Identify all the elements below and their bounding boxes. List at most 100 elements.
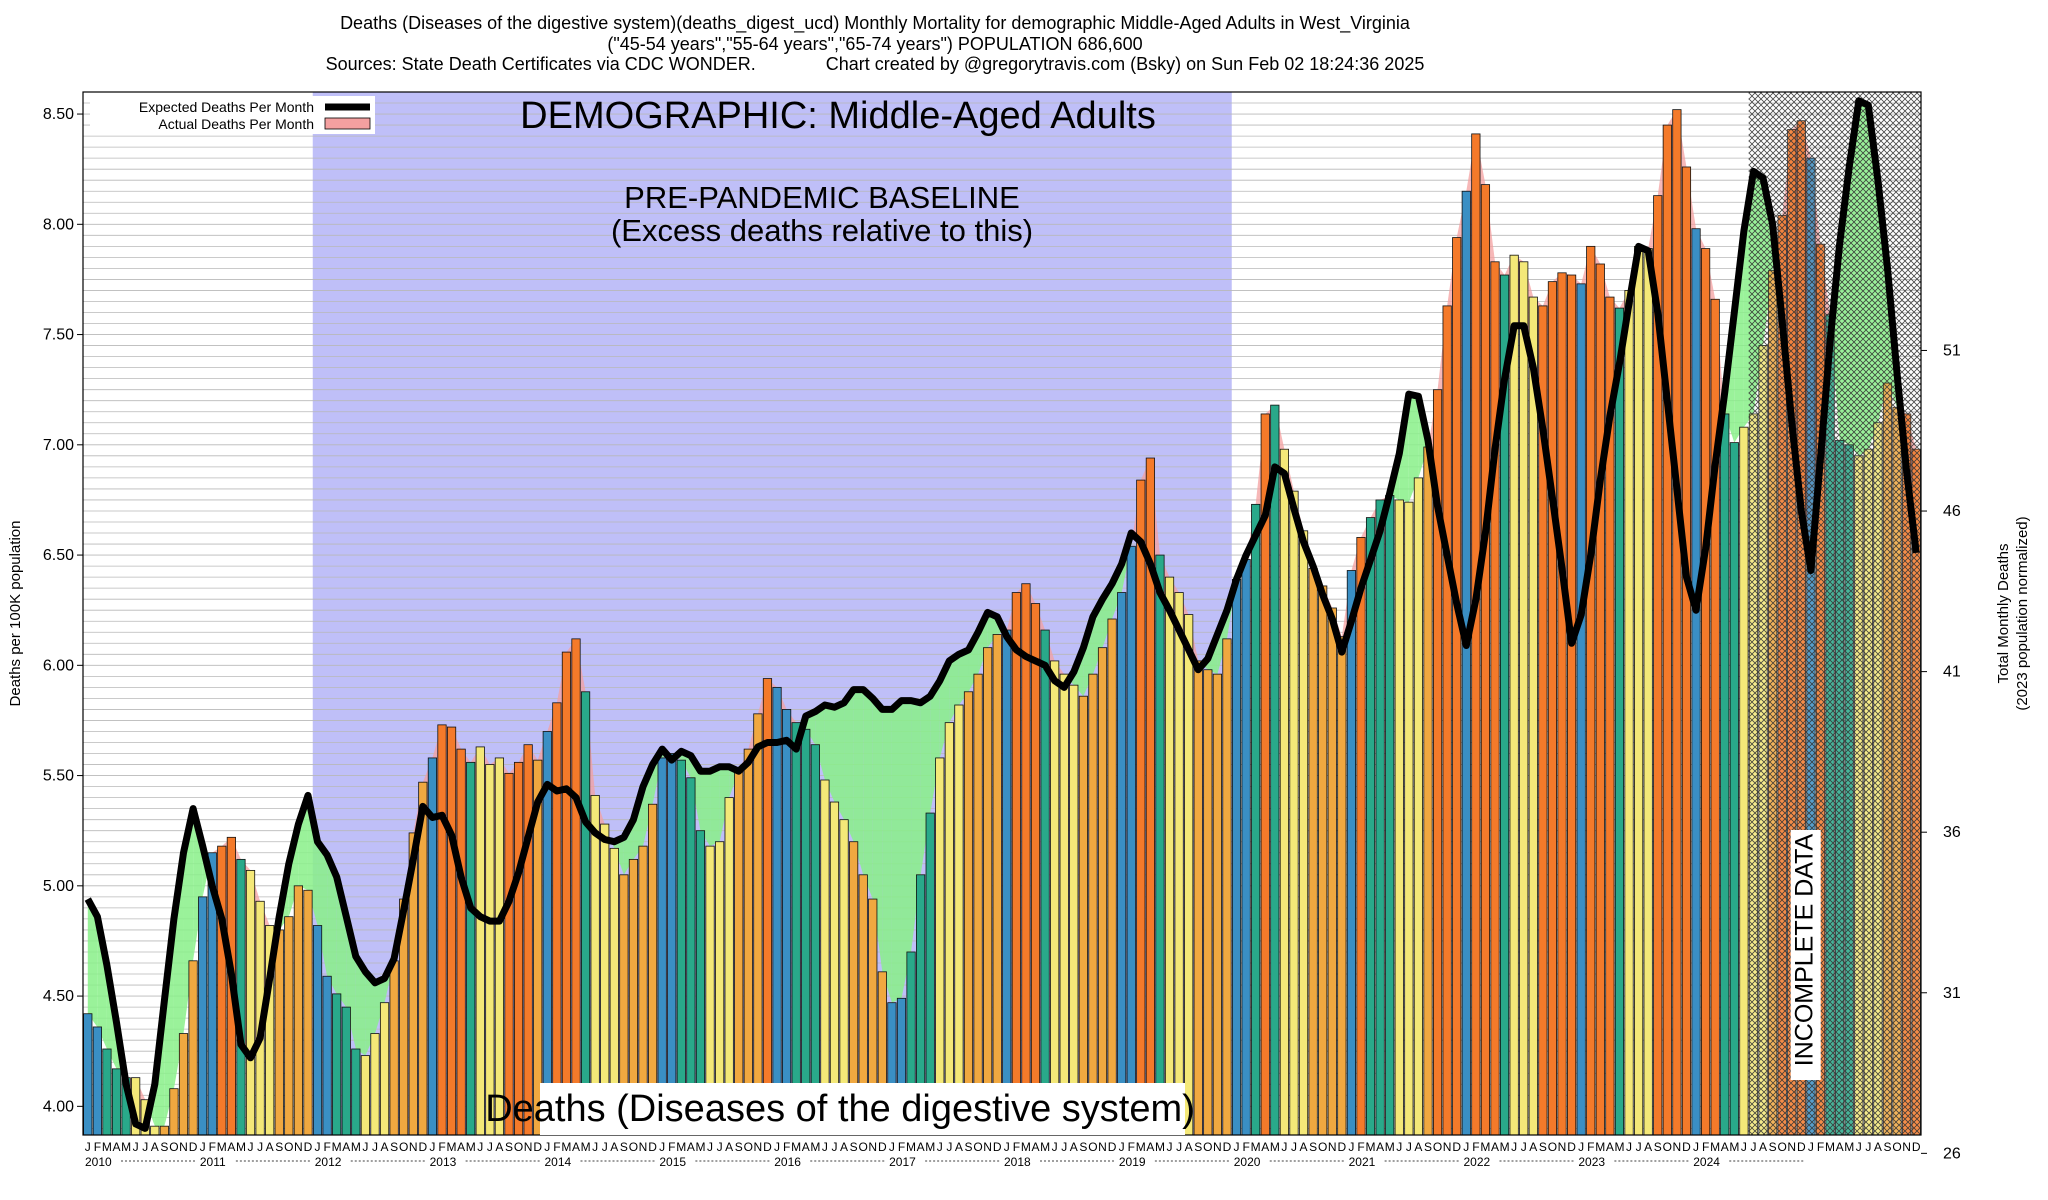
xtick-month: M bbox=[906, 1140, 916, 1154]
bar bbox=[1576, 283, 1586, 1136]
deficit-area bbox=[844, 689, 854, 842]
xtick-month: O bbox=[629, 1140, 638, 1154]
bar bbox=[734, 770, 744, 1136]
bar bbox=[1701, 248, 1711, 1136]
xtick-month: M bbox=[217, 1140, 227, 1154]
bar bbox=[1126, 545, 1136, 1136]
xtick-month: J bbox=[487, 1140, 493, 1154]
bar bbox=[1691, 228, 1701, 1136]
xtick-month: J bbox=[1856, 1140, 1862, 1154]
xtick-month: D bbox=[1682, 1140, 1691, 1154]
bar bbox=[1231, 578, 1242, 1136]
xtick-month: S bbox=[1194, 1140, 1202, 1154]
xtick-month: A bbox=[1300, 1140, 1308, 1154]
bar bbox=[1222, 638, 1232, 1136]
bar bbox=[944, 722, 954, 1136]
deficit-area bbox=[834, 702, 845, 820]
xtick-month: J bbox=[133, 1140, 139, 1154]
deficit-area bbox=[882, 709, 892, 1003]
xtick-month: N bbox=[409, 1140, 418, 1154]
xtick-month: O bbox=[859, 1140, 868, 1154]
bar bbox=[1203, 669, 1213, 1136]
bar bbox=[1078, 695, 1088, 1136]
bar bbox=[1097, 647, 1108, 1136]
xtick-month: A bbox=[1759, 1140, 1767, 1154]
bar bbox=[1136, 479, 1146, 1136]
bar bbox=[1480, 184, 1491, 1136]
xtick-month: J bbox=[1521, 1140, 1527, 1154]
xtick-month: A bbox=[227, 1140, 235, 1154]
xtick-year: 2020 bbox=[1234, 1155, 1261, 1169]
xtick-month: M bbox=[121, 1140, 131, 1154]
xtick-year: 2014 bbox=[545, 1155, 572, 1169]
deficit-area bbox=[958, 649, 969, 706]
xtick-month: J bbox=[248, 1140, 254, 1154]
xtick-month: A bbox=[381, 1140, 389, 1154]
deficit-area bbox=[355, 956, 366, 1056]
xtick-month: A bbox=[1606, 1140, 1614, 1154]
xtick-month: D bbox=[533, 1140, 542, 1154]
bar bbox=[1365, 517, 1376, 1136]
xtick-month: O bbox=[1433, 1140, 1442, 1154]
deficit-area bbox=[1226, 579, 1237, 639]
xtick-month: M bbox=[1729, 1140, 1739, 1154]
bar bbox=[1289, 490, 1299, 1136]
xtick-month: S bbox=[1539, 1140, 1547, 1154]
ytick-label-right: 31 bbox=[1943, 985, 1961, 1002]
xtick-month: A bbox=[1261, 1140, 1269, 1154]
xtick-month: A bbox=[1644, 1140, 1652, 1154]
deficit-area bbox=[891, 700, 902, 1003]
xtick-month: A bbox=[266, 1140, 274, 1154]
bar bbox=[111, 1068, 122, 1136]
xtick-month: D bbox=[648, 1140, 657, 1154]
xtick-month: M bbox=[1614, 1140, 1624, 1154]
xtick-month: J bbox=[1865, 1140, 1871, 1154]
chart-title-line2: ("45-54 years","55-64 years","65-74 year… bbox=[607, 34, 1143, 54]
xtick-year: 2024 bbox=[1693, 1155, 1720, 1169]
bar bbox=[1002, 629, 1012, 1136]
xtick-month: M bbox=[332, 1140, 342, 1154]
xtick-month: M bbox=[561, 1140, 571, 1154]
xtick-month: F bbox=[1242, 1140, 1249, 1154]
xtick-month: M bbox=[1040, 1140, 1050, 1154]
xtick-month: J bbox=[1463, 1140, 1469, 1154]
xtick-month: A bbox=[840, 1140, 848, 1154]
bar bbox=[1394, 499, 1404, 1136]
xtick-month: N bbox=[983, 1140, 992, 1154]
xtick-month: A bbox=[802, 1140, 810, 1154]
bar bbox=[198, 896, 208, 1136]
bar bbox=[1050, 660, 1060, 1136]
bar bbox=[351, 1048, 361, 1136]
xtick-month: O bbox=[1088, 1140, 1097, 1154]
bar bbox=[667, 753, 677, 1136]
deficit-area bbox=[1112, 563, 1122, 620]
xtick-month: N bbox=[1213, 1140, 1222, 1154]
xtick-month: J bbox=[946, 1140, 952, 1154]
bar bbox=[561, 651, 572, 1136]
bar bbox=[580, 691, 591, 1136]
bar bbox=[657, 757, 667, 1136]
bar bbox=[159, 1125, 169, 1136]
xtick-month: A bbox=[1721, 1140, 1729, 1154]
xtick-month: J bbox=[1052, 1140, 1058, 1154]
xtick-month: S bbox=[1883, 1140, 1891, 1154]
xtick-month: A bbox=[725, 1140, 733, 1154]
bar bbox=[1528, 296, 1538, 1136]
xtick-month: D bbox=[1797, 1140, 1806, 1154]
xtick-month: F bbox=[94, 1140, 101, 1154]
xtick-month: M bbox=[810, 1140, 820, 1154]
xtick-month: M bbox=[1480, 1140, 1490, 1154]
ylabel-right-2: (2023 population normalized) bbox=[2014, 516, 2031, 710]
legend-swatch-actual bbox=[324, 117, 371, 130]
xtick-month: M bbox=[1844, 1140, 1854, 1154]
xtick-month: J bbox=[659, 1140, 665, 1154]
ytick-label-left: 4.50 bbox=[43, 988, 74, 1005]
deficit-area bbox=[815, 705, 825, 780]
bar bbox=[485, 764, 495, 1136]
bar bbox=[782, 709, 792, 1136]
bar bbox=[437, 724, 447, 1136]
xtick-month: A bbox=[610, 1140, 618, 1154]
xtick-month: J bbox=[1176, 1140, 1182, 1154]
bar bbox=[513, 761, 524, 1136]
xtick-year: 2010 bbox=[85, 1155, 112, 1169]
